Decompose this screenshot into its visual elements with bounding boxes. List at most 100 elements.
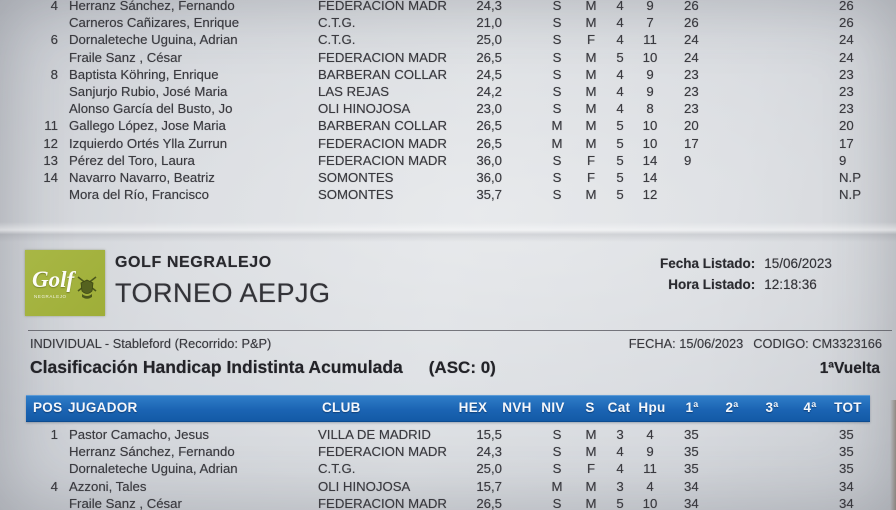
- cell-pos: 6: [50, 32, 58, 48]
- cell-tot: 23: [839, 66, 854, 82]
- cell-pos: 14: [43, 170, 58, 185]
- cell-niv: S: [552, 101, 562, 117]
- cell-tot: 20: [839, 118, 854, 134]
- cell-name: Mora del Río, Francisco: [69, 187, 209, 203]
- fecha-codigo: FECHA: 15/06/2023 CODIGO: CM3323166: [629, 336, 882, 352]
- cell-hpu: 9: [646, 84, 654, 99]
- cell-hex: 24,2: [476, 84, 502, 99]
- cell-hex: 24,3: [476, 444, 502, 460]
- player-row: Fraile Sanz , César FEDERACION MADR 26,5 S M…: [0, 495, 896, 510]
- fecha-listado-value: 15/06/2023: [764, 256, 832, 271]
- cell-tot: 35: [839, 444, 854, 460]
- player-row: 1 Pastor Camacho, Jesus VILLA DE MADRID 15,…: [0, 426, 896, 443]
- cell-hpu: 9: [646, 0, 654, 13]
- cell-name: Fraile Sanz , César: [69, 49, 182, 65]
- cell-tot: 9: [839, 152, 847, 168]
- cell-tot: 26: [839, 15, 854, 31]
- hora-listado-value: 12:18:36: [764, 277, 817, 292]
- cell-v1: 17: [684, 135, 699, 151]
- cell-niv: M: [551, 478, 563, 494]
- cell-cat: 4: [616, 0, 624, 13]
- cell-hpu: 12: [642, 187, 658, 203]
- cell-hex: 36,0: [476, 152, 502, 168]
- header-divider: [28, 330, 892, 331]
- cell-s: M: [585, 187, 597, 203]
- cell-v1: 26: [684, 0, 699, 13]
- cell-hpu: 9: [646, 444, 654, 460]
- cell-hpu: 11: [643, 32, 657, 48]
- classification-title-line: Clasificación Handicap Indistinta Acumul…: [30, 356, 880, 378]
- cell-hex: 26,5: [476, 135, 502, 151]
- meta-line: INDIVIDUAL - Stableford (Recorrido: P&P)…: [30, 336, 882, 352]
- cell-cat: 5: [616, 495, 624, 510]
- cell-tot: 35: [839, 427, 854, 442]
- cell-niv: S: [552, 84, 562, 99]
- column-header-tot: TOT: [834, 400, 862, 415]
- cell-hex: 23,0: [476, 101, 502, 117]
- cell-tot: 35: [839, 461, 854, 477]
- cell-s: F: [586, 152, 596, 168]
- fecha-listado-label: Fecha Listado:: [660, 256, 756, 271]
- cell-v1: 34: [684, 495, 699, 510]
- cell-club: BARBERAN COLLAR: [318, 66, 447, 82]
- player-row: Fraile Sanz , César FEDERACION MADR 26,5 S M…: [0, 49, 896, 66]
- cell-s: M: [585, 66, 597, 82]
- player-row: 12 Izquierdo Ortés Ylla Zurrun FEDERACION …: [0, 135, 896, 152]
- cell-s: M: [585, 118, 597, 134]
- cell-s: F: [586, 32, 596, 48]
- cell-cat: 5: [616, 170, 624, 185]
- column-header-s: S: [585, 400, 595, 415]
- cell-s: F: [586, 170, 596, 185]
- player-row: 4 Azzoni, Tales OLI HINOJOSA 15,7 M M 3 4 34 34: [0, 478, 896, 495]
- cell-name: Dornaleteche Uguina, Adrian: [69, 461, 238, 477]
- cell-hex: 15,7: [476, 478, 502, 494]
- column-header-pos: POS: [33, 400, 63, 415]
- cell-name: Fraile Sanz , César: [69, 495, 182, 510]
- cell-s: M: [585, 84, 597, 99]
- cell-tot: 23: [839, 84, 854, 99]
- cell-name: Sanjurjo Rubio, José Maria: [69, 84, 228, 99]
- cell-niv: S: [552, 49, 562, 65]
- cell-niv: S: [552, 66, 562, 82]
- player-row: Alonso García del Busto, Jo OLI HINOJOSA 2…: [0, 100, 896, 117]
- player-row: Sanjurjo Rubio, José Maria LAS REJAS 24,2 S…: [0, 83, 896, 100]
- cell-s: F: [586, 461, 596, 477]
- asc-indicator: (ASC: 0): [428, 358, 496, 377]
- cell-niv: S: [552, 444, 562, 460]
- cell-name: Izquierdo Ortés Ylla Zurrun: [69, 135, 228, 151]
- cell-v1: 35: [684, 461, 699, 477]
- hora-listado-label: Hora Listado:: [668, 277, 756, 292]
- player-row: Mora del Río, Francisco SOMONTES 35,7 S M 5 12…: [0, 186, 896, 203]
- cell-s: M: [585, 15, 597, 31]
- cell-cat: 4: [616, 444, 624, 460]
- cell-hpu: 10: [642, 49, 658, 65]
- cell-v1: 24: [684, 32, 699, 48]
- cell-name: Dornaleteche Uguina, Adrian: [69, 32, 238, 48]
- cell-s: M: [585, 478, 597, 494]
- cell-club: FEDERACION MADR: [318, 135, 447, 151]
- cell-hpu: 10: [642, 135, 658, 151]
- cell-hex: 26,5: [476, 495, 502, 510]
- cell-club: SOMONTES: [318, 187, 394, 203]
- cell-v1: 24: [684, 49, 699, 65]
- vuelta-indicator: 1ªVuelta: [819, 360, 880, 377]
- cell-name: Baptista Köhring, Enrique: [69, 66, 219, 82]
- cell-hpu: 4: [646, 427, 654, 442]
- cell-niv: S: [552, 0, 562, 13]
- cell-hpu: 11: [643, 461, 657, 477]
- cell-v1: 23: [684, 84, 699, 99]
- player-row: 11 Gallego López, Jose Maria BARBERAN COLL…: [0, 117, 896, 134]
- tournament-title: TORNEO AEPJG: [115, 278, 331, 308]
- cell-name: Herranz Sánchez, Fernando: [69, 0, 235, 13]
- cell-name: Carneros Cañizares, Enrique: [69, 15, 240, 31]
- cell-s: M: [585, 444, 597, 460]
- player-row: 8 Baptista Köhring, Enrique BARBERAN COLLA…: [0, 66, 896, 83]
- cell-pos: 8: [50, 66, 58, 82]
- player-row: Dornaleteche Uguina, Adrian C.T.G. 25,0 S F 4…: [0, 460, 896, 477]
- cell-cat: 4: [616, 66, 624, 82]
- cell-name: Pérez del Toro, Laura: [69, 152, 195, 168]
- cell-hex: 21,0: [476, 15, 502, 31]
- listado-datetime-block: Fecha Listado: 15/06/2023 Hora Listado: …: [660, 255, 832, 294]
- cell-cat: 3: [616, 478, 624, 494]
- cell-tot: N.P: [839, 170, 861, 185]
